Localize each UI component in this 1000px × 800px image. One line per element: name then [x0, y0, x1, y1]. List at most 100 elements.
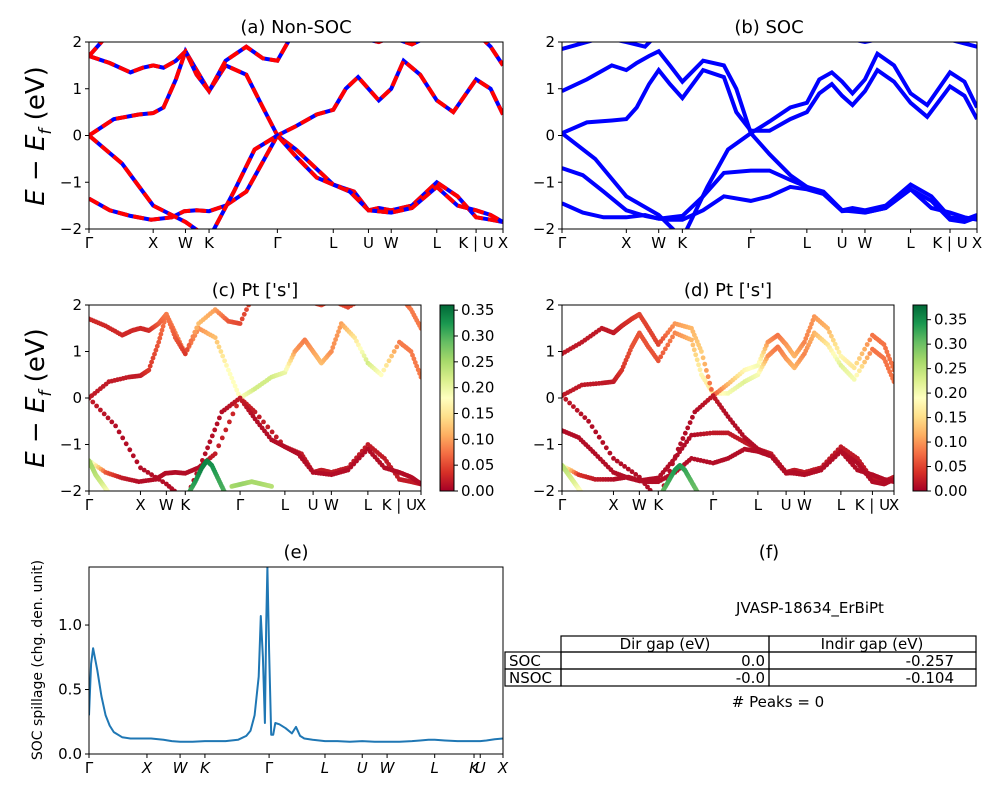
panel-c-point — [145, 470, 151, 475]
panel-d-point — [645, 484, 650, 490]
panel-c-point — [408, 349, 414, 354]
panel-d-point — [618, 461, 624, 467]
panel-c-point — [389, 291, 394, 296]
panel-d-point — [832, 341, 838, 347]
panel-b-xtick-label-6: U — [837, 234, 848, 252]
panel-c-point — [216, 443, 222, 449]
panel-c-xtick-label-5: L — [281, 496, 290, 514]
panel-c-xtick-label-7: W — [324, 496, 339, 514]
panel-d-point — [702, 361, 708, 367]
panel-d-point — [663, 346, 668, 352]
panel-c-title: (c) Pt ['s'] — [212, 280, 299, 301]
panel-c-point — [265, 424, 271, 430]
panel-c-point — [312, 305, 314, 306]
panel-d-point — [675, 446, 681, 452]
panel-b-xtick-label-10: X — [972, 234, 982, 252]
panel-c-point — [182, 351, 188, 357]
panel-d-xtick-label-4: Γ — [709, 496, 718, 514]
panel-d-point — [586, 418, 591, 424]
panel-c-point — [230, 411, 236, 417]
panel-d-point — [697, 490, 699, 491]
panel-c-point — [363, 357, 369, 362]
panel-c-point — [212, 335, 218, 340]
panel-c-point — [172, 488, 177, 491]
panel-c-point — [113, 423, 118, 429]
panel-c-point — [218, 349, 224, 354]
panel-d-point — [673, 454, 678, 459]
panel-d-point — [581, 490, 583, 491]
panel-c-point — [391, 349, 397, 354]
panel-d-point — [689, 337, 694, 343]
panel-e-ytick-label-1: 0.5 — [58, 681, 82, 699]
panel-a-band-3-down — [89, 132, 503, 229]
panel-d-point — [809, 321, 814, 327]
panel-d-colorbar: 0.00 0.05 0.10 0.15 0.20 0.25 0.30 0.35 — [912, 304, 967, 500]
panel-d-point — [694, 489, 700, 491]
panel-d-point — [611, 456, 616, 461]
panel-c-point — [159, 327, 165, 333]
panel-d-xtick-label-10: X — [889, 496, 899, 514]
panel-c-point — [109, 419, 115, 425]
panel-c-point — [366, 293, 371, 298]
panel-d-point — [629, 469, 635, 475]
panel-d-point — [859, 351, 865, 357]
panel-c-point — [354, 300, 359, 305]
panel-c-point — [138, 465, 143, 471]
panel-c-point — [190, 334, 196, 339]
panel-d-point — [578, 411, 584, 417]
panel-a-xtick-label-7: W — [384, 234, 399, 252]
panel-c-point — [351, 461, 357, 467]
panel-b-xtick-label-4: Γ — [747, 234, 756, 252]
panel-e-frame — [88, 566, 504, 755]
panel-d-point — [678, 441, 683, 447]
table-row-nsoc-indir: -0.104 — [906, 669, 954, 687]
panel-d-point — [691, 347, 697, 353]
panel-e-xtick-label-7: W — [380, 759, 396, 777]
panel-d-point — [658, 354, 664, 360]
panel-c-point — [214, 421, 220, 427]
panel-d-point — [825, 325, 830, 331]
panel-c-point — [187, 490, 190, 491]
panel-c-point — [273, 434, 279, 440]
panel-c-point — [212, 451, 218, 457]
panel-c-cbar-label-7: 0.35 — [461, 301, 494, 319]
panel-c-point — [223, 427, 229, 433]
panel-c-point — [241, 311, 247, 317]
panel-f-title: (f) — [759, 542, 779, 563]
panel-c-point — [373, 291, 378, 296]
panel-b-xtick-label-3: K — [677, 234, 688, 252]
panel-c-point — [370, 292, 375, 297]
panel-c-point — [356, 455, 362, 461]
panel-b-ytick-label-2: 0 — [545, 127, 555, 145]
panel-c-point — [384, 363, 389, 368]
panel-c-point — [227, 371, 233, 377]
panel-d-point — [607, 450, 613, 456]
panel-c-point — [386, 358, 392, 364]
panel-c-xtick-label-3: K — [180, 496, 191, 514]
panel-c-point — [389, 353, 394, 359]
panel-d-cbar-label-4: 0.20 — [934, 384, 967, 402]
panel-e-title: (e) — [283, 542, 308, 563]
panel-c-point — [101, 411, 107, 417]
panel-d-xtick-label-8: L — [837, 496, 846, 514]
table-row-nsoc-label: NSOC — [509, 669, 552, 687]
panel-c-point — [412, 360, 418, 365]
panel-c-point — [393, 292, 398, 297]
panel-d-point — [804, 332, 810, 338]
panel-d-point — [859, 364, 865, 369]
panel-e-ylabel: SOC spillage (chg. den. unit) — [30, 560, 46, 760]
panel-d-point — [670, 461, 675, 467]
panel-d-xtick-label-6: U — [781, 496, 792, 514]
panel-b-ytick-label-3: 1 — [545, 80, 555, 98]
panel-c-point — [176, 490, 178, 491]
panel-d-ytick-label-1: −1 — [533, 436, 555, 454]
panel-c-ytick-label-0: −2 — [60, 482, 82, 500]
panel-c-point — [234, 387, 240, 393]
panel-c-point — [156, 339, 162, 345]
panel-c-point — [192, 329, 198, 335]
panel-c-xtick-label-0: Γ — [85, 496, 94, 514]
panel-c-point — [418, 325, 421, 331]
panel-c-point — [269, 429, 275, 435]
